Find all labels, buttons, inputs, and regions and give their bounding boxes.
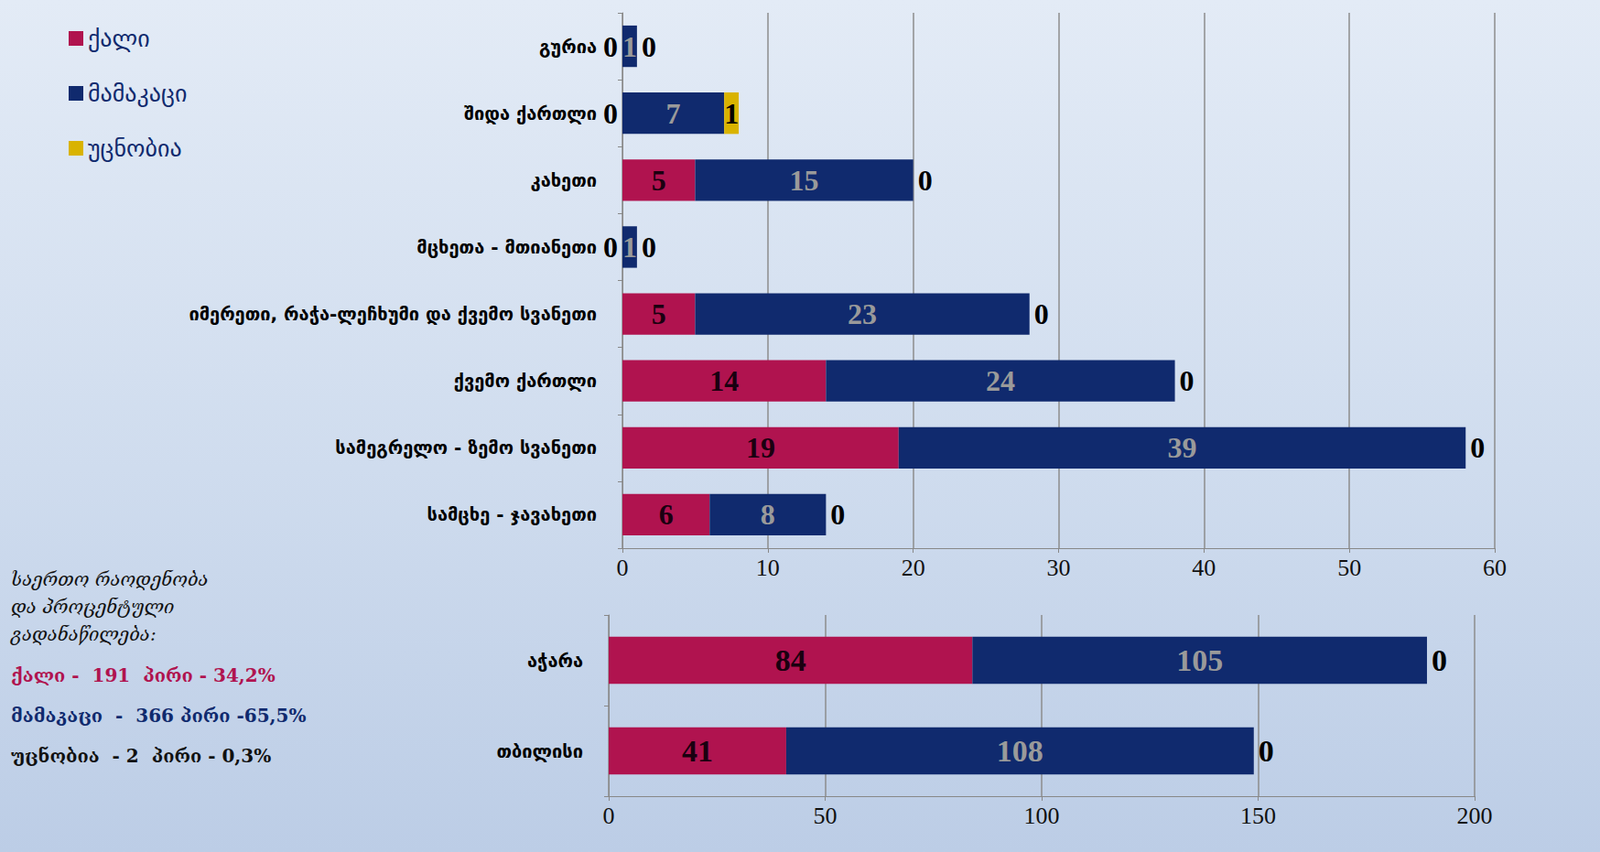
svg-text:60: 60	[1482, 554, 1507, 582]
svg-text:შიდა ქართლი: შიდა ქართლი	[464, 102, 597, 125]
svg-text:50: 50	[1337, 554, 1362, 582]
svg-text:108: 108	[996, 734, 1044, 768]
svg-text:საერთო რაოდენობა: საერთო რაოდენობა	[10, 568, 215, 591]
svg-text:0: 0	[641, 230, 657, 264]
svg-text:გურია: გურია	[539, 35, 597, 58]
svg-text:0: 0	[1258, 734, 1275, 768]
svg-text:კახეთი: კახეთი	[530, 169, 597, 192]
svg-text:5: 5	[651, 297, 667, 331]
svg-text:14: 14	[709, 364, 739, 398]
svg-text:0: 0	[1034, 297, 1049, 331]
svg-text:1: 1	[622, 30, 638, 64]
svg-text:100: 100	[1024, 802, 1060, 830]
svg-text:15: 15	[789, 163, 820, 197]
svg-text:7: 7	[666, 97, 682, 130]
svg-text:1: 1	[724, 97, 739, 130]
svg-text:0: 0	[603, 802, 616, 830]
svg-text:გადანაწილება:: გადანაწილება:	[10, 623, 157, 646]
svg-text:10: 10	[756, 554, 780, 582]
svg-text:200: 200	[1457, 802, 1493, 830]
svg-text:1: 1	[622, 230, 638, 264]
svg-text:50: 50	[813, 802, 838, 830]
svg-text:24: 24	[985, 364, 1016, 398]
svg-text:0: 0	[918, 163, 933, 197]
svg-text:150: 150	[1240, 802, 1276, 830]
svg-text:23: 23	[847, 297, 877, 331]
svg-text:0: 0	[641, 30, 657, 64]
svg-text:5: 5	[651, 163, 667, 197]
svg-text:41: 41	[681, 734, 714, 768]
svg-text:აჭარა: აჭარა	[527, 649, 584, 672]
svg-text:6: 6	[659, 497, 674, 531]
svg-text:მამაკაცი: მამაკაცი	[87, 79, 187, 108]
svg-text:0: 0	[603, 97, 618, 130]
svg-text:39: 39	[1167, 431, 1198, 465]
svg-text:0: 0	[1179, 364, 1195, 398]
svg-text:ქვემო ქართლი: ქვემო ქართლი	[454, 369, 597, 392]
svg-text:მცხეთა - მთიანეთი: მცხეთა - მთიანეთი	[416, 236, 597, 259]
svg-text:84: 84	[775, 643, 807, 678]
svg-text:თბილისი: თბილისი	[497, 740, 584, 763]
svg-text:19: 19	[745, 431, 776, 465]
svg-text:8: 8	[760, 497, 776, 531]
svg-text:იმერეთი, რაჭა-ლეჩხუმი და ქვემო: იმერეთი, რაჭა-ლეჩხუმი და ქვემო სვანეთი	[188, 302, 597, 325]
svg-text:სამეგრელო - ზემო სვანეთი: სამეგრელო - ზემო სვანეთი	[335, 436, 597, 459]
svg-text:30: 30	[1047, 554, 1071, 582]
svg-text:105: 105	[1176, 643, 1223, 678]
svg-text:40: 40	[1191, 554, 1216, 582]
svg-text:უცნობია - 2 პირი - 0,3%: უცნობია - 2 პირი - 0,3%	[10, 745, 271, 768]
svg-text:მამაკაცი - 366 პირი -65,5%: მამაკაცი - 366 პირი -65,5%	[10, 704, 306, 727]
svg-text:0: 0	[616, 554, 629, 582]
svg-text:0: 0	[830, 497, 845, 531]
svg-text:ქალი - 191 პირი - 34,2%: ქალი - 191 პირი - 34,2%	[10, 664, 276, 687]
svg-text:0: 0	[1431, 643, 1448, 678]
svg-text:20: 20	[901, 554, 926, 582]
svg-text:0: 0	[603, 230, 618, 264]
svg-text:უცნობია: უცნობია	[87, 134, 183, 163]
svg-text:0: 0	[1470, 431, 1485, 465]
svg-text:სამცხე - ჯავახეთი: სამცხე - ჯავახეთი	[427, 503, 597, 526]
svg-text:და პროცენტული: და პროცენტული	[10, 595, 181, 618]
svg-text:0: 0	[603, 30, 618, 64]
svg-text:ქალი: ქალი	[87, 24, 151, 53]
